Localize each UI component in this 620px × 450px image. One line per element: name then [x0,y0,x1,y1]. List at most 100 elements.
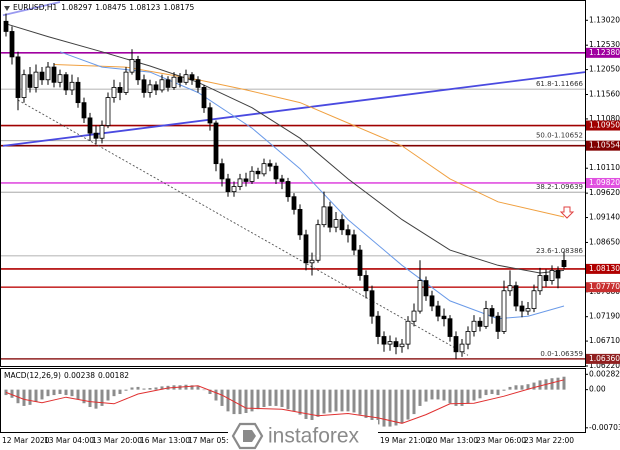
macd-bar [304,389,308,419]
candle-body [153,84,159,91]
candle-body [99,125,105,139]
candle-body [537,275,543,292]
candle-body [435,305,441,317]
candle-body [147,84,153,93]
open-value: 1.08297 [61,3,92,12]
candle-body [525,308,531,312]
candle-body [135,59,141,81]
candle-body [393,341,399,348]
candle-body [69,81,75,91]
candle-body [75,81,81,104]
macd-bar [88,389,92,408]
candle-body [165,79,171,88]
candle-body [417,280,423,312]
watermark-text: instaforex [268,425,360,448]
watermark-logo-inner [243,430,256,442]
candle-body [159,79,165,91]
level-label: 1.06360 [589,354,620,363]
candle-body [51,66,57,83]
macd-bar [538,380,542,390]
candle-body [429,295,435,307]
candle-body [531,290,537,309]
high-value: 1.08475 [95,3,126,12]
macd-bar [106,389,110,401]
candle-body [27,74,33,88]
x-tick-label: 17 Mar 05:00 [188,436,238,445]
candle-body [81,102,87,119]
macd-bar [358,389,362,415]
macd-bar [64,389,68,396]
macd-bar [376,389,380,425]
candle-body [195,79,201,88]
candle-body [291,196,297,210]
candle-body [471,320,477,332]
moving-average [5,23,565,274]
macd-bar [262,389,266,408]
level-tag [586,47,620,58]
macd-bar [244,389,248,413]
macd-bar [352,389,356,413]
y-tick-label: 1.09620 [589,188,620,197]
candle-body [453,336,459,353]
macd-bar [118,389,122,394]
macd-bar [220,389,224,406]
candle-body [105,97,111,126]
candle-body [243,178,249,182]
candle-body [117,86,123,93]
macd-bar [346,389,350,412]
macd-bar [76,389,80,400]
macd-bar [502,389,506,391]
candle-body [447,318,453,337]
macd-bar [316,389,320,417]
y-tick-label: 1.11560 [589,90,620,99]
macd-bar [490,389,494,394]
candle-body [207,107,213,124]
candle-body [411,310,417,322]
macd-bar [34,389,38,402]
level-label: 1.07770 [589,282,620,291]
macd-bar [496,389,500,396]
candle-body [261,163,267,175]
candle-body [87,117,93,134]
macd-bar [154,387,158,390]
macd-bar [196,386,200,390]
candle-body [549,270,555,281]
macd-bar [382,389,386,427]
y-tick-label: 1.06710 [589,336,620,345]
candle-body [177,76,183,83]
macd-bar [58,389,62,394]
candle-body [477,320,483,327]
macd-bar [310,389,314,421]
macd-bar [322,389,326,414]
y-tick-label: 1.11080 [589,114,620,123]
macd-bar [430,389,434,400]
level-tag [586,177,620,188]
macd-bar [250,389,254,412]
candle-body [501,290,507,332]
macd-bar [100,389,104,406]
macd-bar [460,389,464,406]
macd-bar [364,389,368,418]
moving-average [53,64,565,218]
macd-bar [160,386,164,390]
candle-body [507,285,513,292]
candle-body [489,308,495,317]
alert-arrow [559,206,575,219]
macd-bar [478,389,482,399]
macd-bar [436,389,440,400]
candle-body [255,170,261,175]
macd-bar [406,389,410,420]
level-tag [586,263,620,274]
y-tick-label: 1.06220 [589,361,620,370]
candle-body [543,275,549,281]
candle-body [465,331,471,345]
macd-bar [124,389,128,391]
macd-bar [466,389,470,404]
candle-body [351,234,357,251]
macd-title: MACD(12,26,9) [4,371,61,380]
macd-bar [256,389,260,410]
candle-body [321,206,327,226]
x-tick-label: 13 Mar 20:00 [92,436,142,445]
level-label: 1.08130 [589,264,620,273]
candle-body [519,305,525,312]
